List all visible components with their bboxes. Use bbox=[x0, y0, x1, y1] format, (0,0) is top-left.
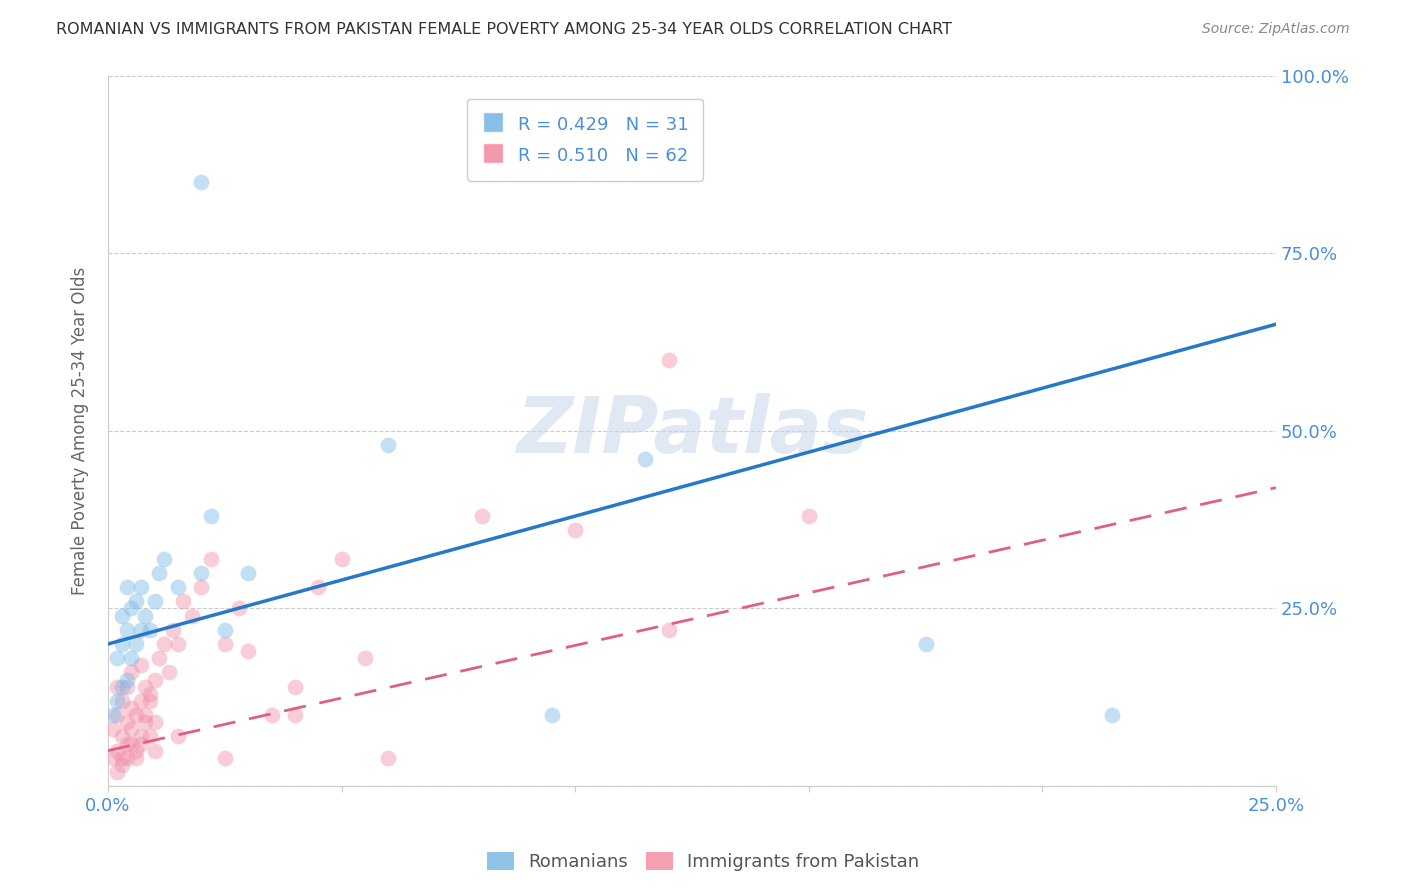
Point bbox=[134, 608, 156, 623]
Point bbox=[115, 680, 138, 694]
Point bbox=[914, 637, 936, 651]
Point bbox=[134, 680, 156, 694]
Point bbox=[377, 750, 399, 764]
Point bbox=[111, 730, 134, 744]
Point bbox=[228, 601, 250, 615]
Point bbox=[172, 594, 194, 608]
Point bbox=[139, 623, 162, 637]
Point bbox=[125, 594, 148, 608]
Point bbox=[129, 623, 152, 637]
Point bbox=[354, 651, 377, 665]
Point bbox=[105, 743, 128, 757]
Point bbox=[139, 687, 162, 701]
Point bbox=[105, 708, 128, 723]
Point bbox=[167, 637, 190, 651]
Point bbox=[120, 665, 142, 680]
Point bbox=[115, 580, 138, 594]
Point bbox=[167, 580, 190, 594]
Point bbox=[143, 743, 166, 757]
Point bbox=[153, 551, 176, 566]
Point bbox=[634, 452, 657, 467]
Point bbox=[111, 637, 134, 651]
Point bbox=[134, 715, 156, 730]
Point bbox=[120, 601, 142, 615]
Point bbox=[148, 651, 170, 665]
Point bbox=[115, 715, 138, 730]
Point bbox=[214, 623, 236, 637]
Point bbox=[377, 438, 399, 452]
Text: ROMANIAN VS IMMIGRANTS FROM PAKISTAN FEMALE POVERTY AMONG 25-34 YEAR OLDS CORREL: ROMANIAN VS IMMIGRANTS FROM PAKISTAN FEM… bbox=[56, 22, 952, 37]
Point bbox=[129, 694, 152, 708]
Point bbox=[200, 551, 222, 566]
Point bbox=[129, 658, 152, 673]
Point bbox=[105, 651, 128, 665]
Point bbox=[105, 694, 128, 708]
Point bbox=[564, 524, 586, 538]
Point bbox=[111, 608, 134, 623]
Point bbox=[139, 694, 162, 708]
Point bbox=[190, 566, 212, 580]
Y-axis label: Female Poverty Among 25-34 Year Olds: Female Poverty Among 25-34 Year Olds bbox=[72, 267, 89, 595]
Point bbox=[157, 665, 180, 680]
Point bbox=[330, 551, 353, 566]
Point bbox=[111, 750, 134, 764]
Point bbox=[125, 637, 148, 651]
Point bbox=[115, 750, 138, 764]
Point bbox=[658, 352, 681, 367]
Point bbox=[120, 723, 142, 737]
Point bbox=[125, 750, 148, 764]
Point bbox=[101, 750, 124, 764]
Point bbox=[134, 708, 156, 723]
Point bbox=[143, 673, 166, 687]
Point bbox=[129, 737, 152, 751]
Point bbox=[148, 566, 170, 580]
Point bbox=[115, 623, 138, 637]
Point bbox=[115, 673, 138, 687]
Point bbox=[120, 701, 142, 715]
Point bbox=[190, 175, 212, 189]
Point bbox=[797, 509, 820, 524]
Point bbox=[1101, 708, 1123, 723]
Text: ZIPatlas: ZIPatlas bbox=[516, 392, 868, 469]
Point bbox=[153, 637, 176, 651]
Point bbox=[471, 509, 494, 524]
Point bbox=[139, 730, 162, 744]
Point bbox=[190, 580, 212, 594]
Point bbox=[200, 509, 222, 524]
Point bbox=[162, 623, 184, 637]
Point bbox=[111, 757, 134, 772]
Point bbox=[101, 723, 124, 737]
Point bbox=[120, 651, 142, 665]
Point bbox=[111, 694, 134, 708]
Point bbox=[125, 743, 148, 757]
Legend: R = 0.429   N = 31, R = 0.510   N = 62: R = 0.429 N = 31, R = 0.510 N = 62 bbox=[467, 99, 703, 181]
Point bbox=[143, 594, 166, 608]
Text: Source: ZipAtlas.com: Source: ZipAtlas.com bbox=[1202, 22, 1350, 37]
Point bbox=[129, 580, 152, 594]
Point bbox=[540, 708, 562, 723]
Point bbox=[101, 708, 124, 723]
Point bbox=[111, 680, 134, 694]
Point bbox=[236, 644, 259, 658]
Point bbox=[236, 566, 259, 580]
Point bbox=[284, 708, 307, 723]
Point bbox=[115, 737, 138, 751]
Point bbox=[167, 730, 190, 744]
Point bbox=[105, 764, 128, 779]
Point bbox=[181, 608, 204, 623]
Point bbox=[260, 708, 283, 723]
Point bbox=[214, 750, 236, 764]
Point bbox=[143, 715, 166, 730]
Point bbox=[307, 580, 329, 594]
Point bbox=[129, 730, 152, 744]
Point bbox=[105, 680, 128, 694]
Point bbox=[125, 708, 148, 723]
Point bbox=[284, 680, 307, 694]
Point bbox=[658, 623, 681, 637]
Point bbox=[120, 737, 142, 751]
Legend: Romanians, Immigrants from Pakistan: Romanians, Immigrants from Pakistan bbox=[479, 845, 927, 879]
Point bbox=[214, 637, 236, 651]
